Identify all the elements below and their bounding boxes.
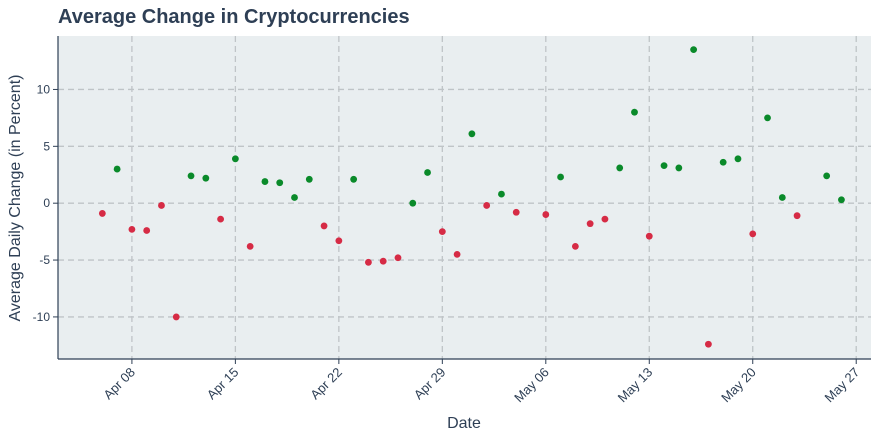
y-tick-label: -5: [39, 253, 50, 267]
data-point: [542, 211, 550, 218]
data-point: [113, 165, 121, 173]
data-point: [660, 162, 668, 170]
data-point: [764, 114, 771, 122]
data-point: [616, 164, 624, 172]
data-point: [217, 215, 225, 223]
data-point: [394, 254, 402, 262]
data-point: [498, 190, 505, 198]
data-point: [335, 237, 343, 245]
x-tick-label: May 27: [822, 365, 863, 406]
y-tick-label: -10: [33, 310, 51, 324]
data-point: [98, 210, 106, 217]
data-point: [276, 179, 284, 187]
y-axis-label: Average Daily Change (in Percent): [7, 75, 24, 322]
y-tick-label: 10: [37, 82, 51, 96]
x-tick-label: Apr 22: [307, 365, 345, 403]
data-point: [365, 258, 372, 266]
data-point: [305, 175, 313, 183]
y-tick-label: 5: [43, 139, 50, 153]
x-tick-label: Apr 08: [100, 365, 138, 403]
data-point: [778, 194, 786, 201]
data-point: [291, 194, 298, 201]
data-points: [98, 46, 845, 348]
data-point: [749, 230, 757, 238]
data-point: [675, 164, 683, 172]
axes: [53, 36, 871, 364]
x-tick-label: May 20: [718, 365, 759, 406]
data-point: [128, 225, 136, 233]
data-point: [586, 220, 594, 228]
plot-area: [58, 36, 871, 359]
data-point: [172, 313, 180, 321]
data-point: [793, 212, 801, 220]
data-point: [512, 208, 520, 216]
data-point: [320, 222, 328, 230]
data-point: [143, 227, 151, 234]
data-point: [409, 199, 417, 207]
x-tick-label: Apr 29: [411, 365, 449, 403]
data-point: [379, 257, 387, 265]
x-tick-label: Apr 15: [204, 365, 242, 403]
data-point: [261, 178, 269, 185]
data-point: [838, 196, 845, 204]
data-point: [246, 243, 254, 250]
chart-title: Average Change in Cryptocurrencies: [58, 6, 410, 28]
data-point: [734, 155, 742, 163]
data-point: [468, 130, 476, 138]
x-tick-label: May 13: [615, 365, 656, 406]
y-tick-label: 0: [43, 196, 50, 210]
data-point: [424, 169, 431, 176]
data-point: [557, 173, 564, 181]
data-point: [483, 202, 491, 209]
data-point: [690, 46, 698, 54]
x-tick-label: May 06: [511, 365, 552, 406]
data-point: [453, 250, 461, 258]
data-point: [631, 108, 638, 116]
data-point: [645, 232, 653, 240]
data-point: [158, 202, 165, 209]
data-point: [202, 174, 210, 182]
data-point: [350, 175, 358, 183]
grid-lines: [58, 36, 871, 359]
data-point: [719, 158, 727, 166]
data-point: [438, 228, 446, 236]
data-point: [601, 215, 609, 223]
data-point: [231, 155, 239, 163]
data-point: [705, 340, 712, 348]
data-point: [823, 172, 831, 180]
data-point: [187, 172, 195, 180]
x-axis-label: Date: [447, 415, 481, 432]
data-point: [571, 243, 579, 250]
